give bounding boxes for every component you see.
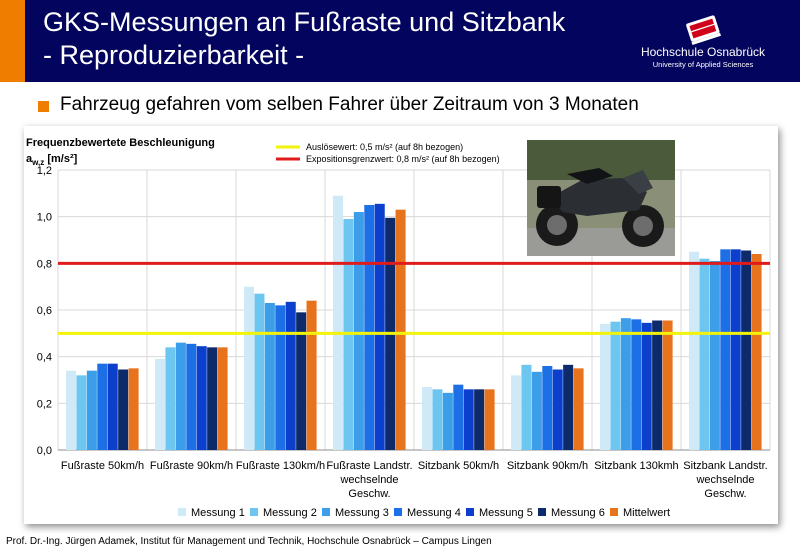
bar	[730, 249, 741, 450]
bar	[128, 368, 139, 450]
bar	[207, 347, 218, 450]
legend-label-messung-1: Messung 1	[191, 507, 245, 519]
bar	[474, 389, 485, 450]
y-tick-label: 1,0	[37, 212, 52, 224]
bar	[86, 370, 97, 450]
legend-label-messung-6: Messung 6	[551, 507, 605, 519]
bar	[107, 363, 118, 450]
bar	[631, 319, 642, 450]
bar	[610, 321, 621, 450]
x-tick-label: Fußraste 130km/h	[236, 460, 325, 472]
bar	[741, 250, 752, 450]
x-tick-label: Fußraste 90km/h	[150, 460, 233, 472]
bar	[422, 387, 433, 450]
y-axis-unit: aw,z [m/s²]	[26, 153, 78, 167]
title-banner: GKS-Messungen an Fußraste und Sitzbank -…	[25, 0, 800, 82]
book-logo-icon	[686, 15, 721, 46]
bar	[511, 375, 522, 450]
bar	[563, 364, 574, 450]
bar	[521, 364, 532, 450]
bar	[217, 347, 228, 450]
bar	[641, 322, 652, 450]
bar	[453, 384, 464, 450]
bar	[186, 343, 197, 450]
bar	[600, 324, 611, 450]
y-tick-label: 0,0	[37, 445, 52, 457]
bar	[285, 301, 296, 450]
bar	[165, 347, 176, 450]
reference-label-ausloesewert: Auslösewert: 0,5 m/s² (auf 8h bezogen)	[306, 142, 463, 152]
x-tick-label: Fußraste 50km/h	[61, 460, 144, 472]
bar	[652, 320, 663, 450]
bar	[662, 320, 673, 450]
bar	[484, 389, 495, 450]
y-tick-label: 0,6	[37, 305, 52, 317]
bar	[333, 195, 344, 450]
bar	[751, 254, 762, 450]
bar	[463, 389, 474, 450]
motorcycle-photo	[527, 140, 675, 256]
chart-legend: Messung 1 Messung 2 Messung 3 Messung 4 …	[178, 507, 670, 519]
bar	[118, 369, 129, 450]
bar	[76, 375, 87, 450]
bar	[552, 369, 563, 450]
bar	[720, 249, 731, 450]
bar	[264, 303, 275, 450]
bar	[196, 346, 207, 450]
logo-name: Hochschule Osnabrück	[640, 45, 766, 59]
legend-label-messung-2: Messung 2	[263, 507, 317, 519]
bar	[699, 258, 710, 450]
chart-panel: Frequenzbewertete Beschleunigung aw,z [m…	[24, 126, 778, 524]
bar	[442, 392, 453, 450]
bar	[374, 203, 385, 450]
y-tick-label: 1,2	[37, 165, 52, 177]
bar	[175, 342, 186, 450]
bar	[689, 251, 700, 450]
bar	[155, 359, 166, 450]
x-tick-label: Sitzbank 90km/h	[507, 460, 588, 472]
bar	[353, 212, 364, 450]
bar	[432, 389, 443, 450]
x-tick-label: Sitzbank 130kmh	[594, 460, 678, 472]
bar	[620, 318, 631, 450]
bar	[531, 371, 542, 450]
legend-label-mittelwert: Mittelwert	[623, 507, 670, 519]
bar	[542, 366, 553, 450]
bar	[306, 300, 317, 450]
bar	[573, 368, 584, 450]
slide-title-line1: GKS-Messungen an Fußraste und Sitzbank	[43, 7, 566, 37]
legend-label-messung-5: Messung 5	[479, 507, 533, 519]
footer-text: Prof. Dr.-Ing. Jürgen Adamek, Institut f…	[6, 536, 492, 547]
bar	[364, 205, 375, 450]
bullet-text: Fahrzeug gefahren vom selben Fahrer über…	[60, 94, 639, 115]
bar	[254, 293, 265, 450]
x-tick-label: Sitzbank Landstr. wechselnde Geschw.	[683, 460, 767, 500]
bar	[97, 363, 108, 450]
x-tick-label: Fußraste Landstr. wechselnde Geschw.	[326, 460, 412, 500]
bar	[66, 370, 77, 450]
bar	[296, 312, 307, 450]
bar	[395, 209, 406, 450]
reference-label-expositionsgrenzwert: Expositionsgrenzwert: 0,8 m/s² (auf 8h b…	[306, 154, 500, 164]
bullet-square-icon	[38, 101, 49, 112]
reference-legend: Auslösewert: 0,5 m/s² (auf 8h bezogen) E…	[276, 142, 500, 164]
bar	[244, 286, 255, 450]
legend-label-messung-4: Messung 4	[407, 507, 461, 519]
x-tick-label: Sitzbank 50km/h	[418, 460, 499, 472]
legend-label-messung-3: Messung 3	[335, 507, 389, 519]
bar	[709, 261, 720, 450]
university-logo: Hochschule Osnabrück University of Appli…	[623, 12, 783, 74]
y-axis-title: Frequenzbewertete Beschleunigung	[26, 137, 215, 149]
slide-title-line2: - Reproduzierbarkeit -	[43, 40, 305, 70]
y-tick-label: 0,8	[37, 258, 52, 270]
bar-chart: Frequenzbewertete Beschleunigung aw,z [m…	[26, 137, 771, 519]
bar	[275, 305, 286, 450]
logo-subtitle: University of Applied Sciences	[652, 60, 754, 69]
y-tick-label: 0,2	[37, 398, 52, 410]
accent-bar	[0, 0, 25, 82]
y-tick-label: 0,4	[37, 352, 52, 364]
